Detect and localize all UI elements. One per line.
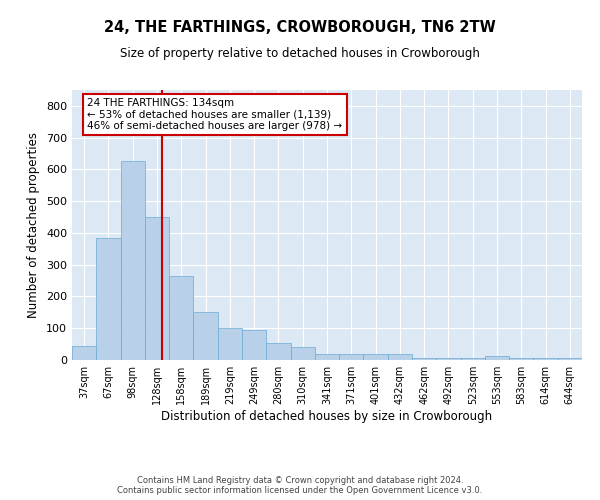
Bar — [533, 358, 558, 360]
Bar — [169, 276, 193, 360]
Bar — [412, 358, 436, 360]
Bar — [218, 328, 242, 360]
Bar — [193, 312, 218, 360]
Bar — [266, 342, 290, 360]
Bar — [242, 330, 266, 360]
Bar — [364, 354, 388, 360]
Bar — [485, 356, 509, 360]
Bar — [558, 358, 582, 360]
Bar — [72, 346, 96, 360]
Text: 24, THE FARTHINGS, CROWBOROUGH, TN6 2TW: 24, THE FARTHINGS, CROWBOROUGH, TN6 2TW — [104, 20, 496, 35]
X-axis label: Distribution of detached houses by size in Crowborough: Distribution of detached houses by size … — [161, 410, 493, 423]
Bar — [509, 358, 533, 360]
Bar — [436, 358, 461, 360]
Text: 24 THE FARTHINGS: 134sqm
← 53% of detached houses are smaller (1,139)
46% of sem: 24 THE FARTHINGS: 134sqm ← 53% of detach… — [88, 98, 343, 132]
Bar — [461, 358, 485, 360]
Bar — [121, 162, 145, 360]
Bar — [339, 354, 364, 360]
Y-axis label: Number of detached properties: Number of detached properties — [28, 132, 40, 318]
Bar — [96, 238, 121, 360]
Text: Contains HM Land Registry data © Crown copyright and database right 2024.
Contai: Contains HM Land Registry data © Crown c… — [118, 476, 482, 495]
Bar — [290, 348, 315, 360]
Bar — [145, 217, 169, 360]
Text: Size of property relative to detached houses in Crowborough: Size of property relative to detached ho… — [120, 48, 480, 60]
Bar — [315, 354, 339, 360]
Bar — [388, 354, 412, 360]
